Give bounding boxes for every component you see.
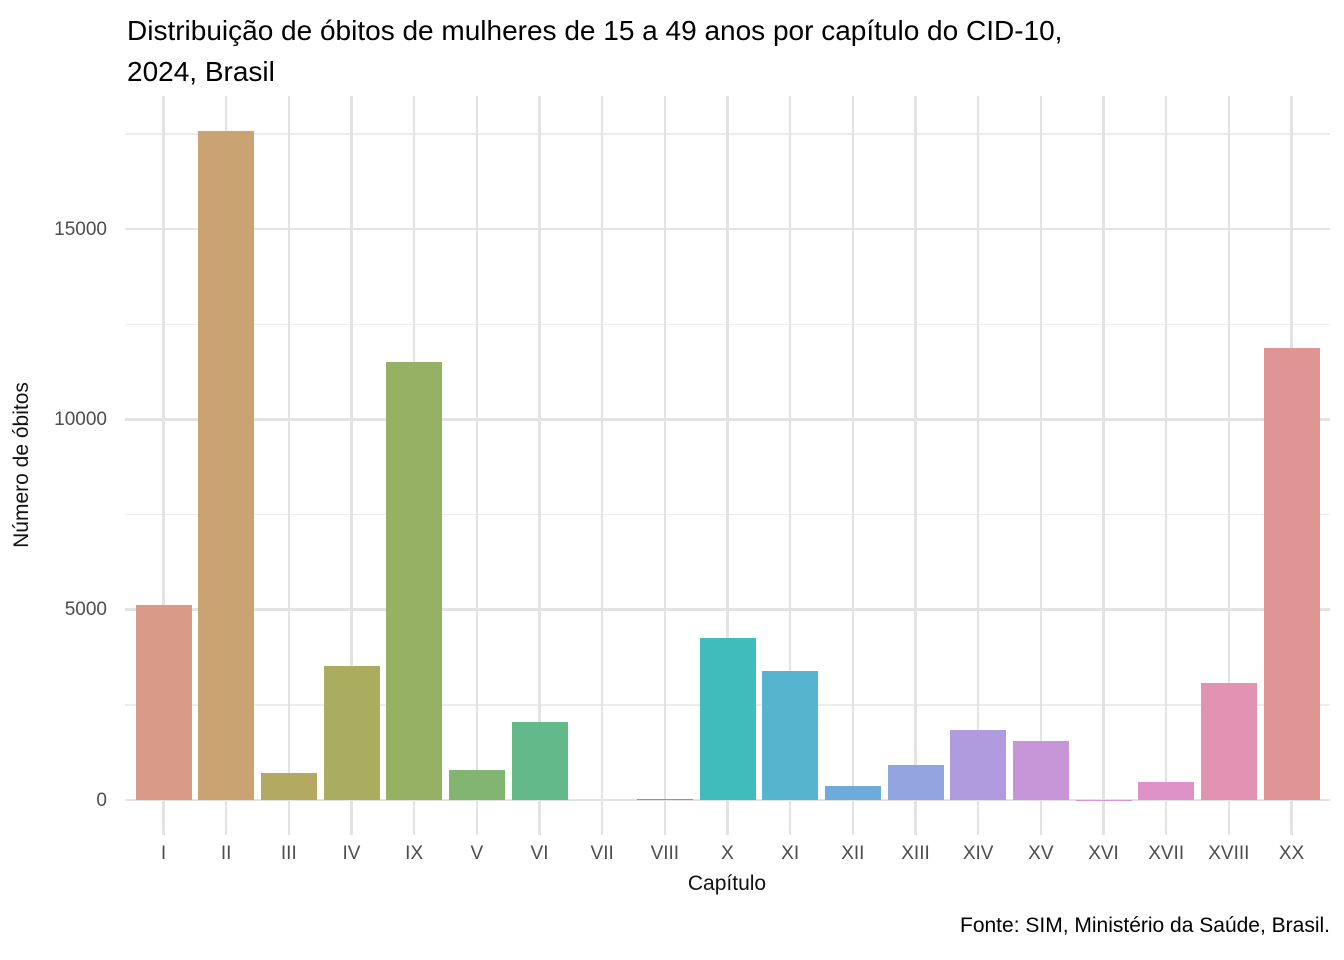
gridline-x-XII <box>851 96 855 835</box>
bar-VIII <box>636 798 693 800</box>
x-tick-label-IX: IX <box>405 843 424 864</box>
x-tick-label-XVI: XVI <box>1088 843 1119 864</box>
bar-VI <box>511 721 568 800</box>
x-tick-label-X: X <box>721 843 734 864</box>
bar-XIII <box>887 764 944 800</box>
gridline-x-XVIII <box>1227 96 1231 835</box>
x-tick-label-XI: XI <box>781 843 800 864</box>
plot-panel <box>125 96 1330 835</box>
y-tick-label-0: 0 <box>96 789 107 811</box>
x-tick-label-XVIII: XVIII <box>1208 843 1250 864</box>
x-tick-label-I: I <box>160 843 167 864</box>
bar-XV <box>1012 741 1069 800</box>
gridline-x-VI <box>538 96 541 835</box>
gridline-x-XIII <box>914 96 917 835</box>
gridline-x-X <box>726 96 729 835</box>
bar-V <box>448 769 505 800</box>
chart-title: Distribuição de óbitos de mulheres de 15… <box>127 10 1062 92</box>
y-tick-label-10000: 10000 <box>54 408 107 430</box>
gridline-x-XIV <box>976 96 980 835</box>
bar-XVIII <box>1200 683 1257 800</box>
gridline-x-XI <box>788 96 792 835</box>
chart-title-line1: Distribuição de óbitos de mulheres de 15… <box>127 15 1063 46</box>
gridline-x-XV <box>1039 96 1043 835</box>
x-tick-label-VI: VI <box>530 843 549 864</box>
chart-title-line2: 2024, Brasil <box>127 56 275 87</box>
source-caption: Fonte: SIM, Ministério da Saúde, Brasil. <box>960 914 1330 937</box>
x-tick-label-XX: XX <box>1278 843 1305 864</box>
bar-III <box>260 772 317 800</box>
y-tick-label-5000: 5000 <box>64 599 107 621</box>
x-tick-label-XVII: XVII <box>1148 843 1185 864</box>
bar-XII <box>824 785 881 800</box>
gridline-x-VII <box>600 96 604 835</box>
bar-I <box>135 604 192 800</box>
x-tick-label-V: V <box>470 843 484 864</box>
bar-X <box>699 638 756 800</box>
x-tick-label-III: III <box>280 843 297 864</box>
gridline-x-IV <box>350 96 353 835</box>
bar-XIV <box>950 729 1007 800</box>
bar-XI <box>762 670 819 800</box>
bar-II <box>198 130 255 800</box>
bar-IV <box>323 666 380 800</box>
gridline-x-XVI <box>1102 96 1105 835</box>
x-tick-label-XIII: XIII <box>901 843 930 864</box>
bar-XX <box>1263 347 1320 800</box>
gridline-x-III <box>287 96 291 835</box>
gridline-x-I <box>162 96 165 835</box>
y-tick-label-15000: 15000 <box>54 218 107 240</box>
gridline-x-VIII <box>663 96 667 835</box>
gridline-x-XVII <box>1164 96 1168 835</box>
x-tick-label-VII: VII <box>590 843 614 864</box>
gridline-x-V <box>475 96 479 835</box>
x-tick-label-IV: IV <box>342 843 361 864</box>
x-tick-label-XII: XII <box>841 843 865 864</box>
x-axis-title: Capítulo <box>687 872 767 895</box>
bar-IX <box>386 361 443 800</box>
x-tick-label-XIV: XIV <box>962 843 994 864</box>
x-tick-label-II: II <box>220 843 232 864</box>
y-axis-title: Número de óbitos <box>10 382 33 548</box>
bar-XVII <box>1138 781 1195 800</box>
x-tick-label-VIII: VIII <box>650 843 680 864</box>
x-tick-label-XV: XV <box>1028 843 1054 864</box>
